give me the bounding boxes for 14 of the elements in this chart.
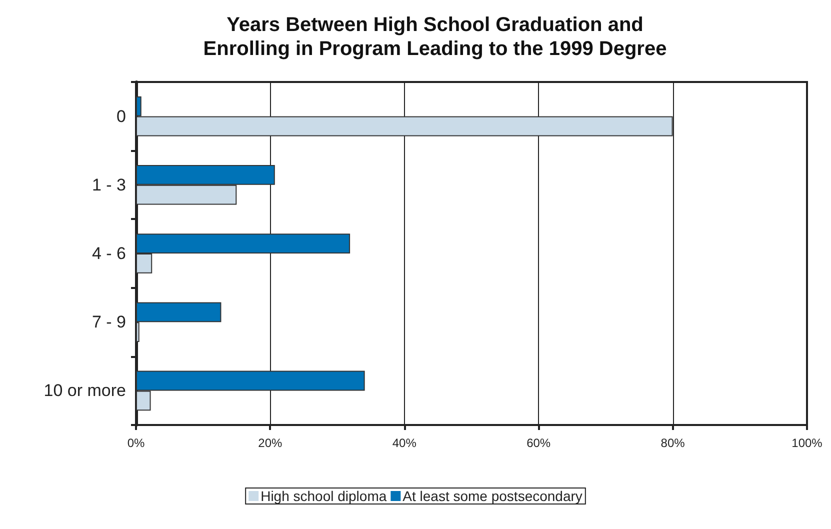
y-tick-label: 10 or more <box>44 381 126 400</box>
legend-label: High school diploma <box>260 488 387 504</box>
y-tick-label: 0 <box>116 106 126 126</box>
chart-title: Years Between High School Graduation and Enrolling in Program Leading to the 1999 Degree <box>203 14 667 60</box>
x-tick-label: 80% <box>660 436 686 450</box>
x-tick-label: 60% <box>526 436 551 450</box>
y-tick-label: 4 - 6 <box>92 244 126 263</box>
x-tick-label: 40% <box>392 436 417 450</box>
y-tick-label: 7 - 9 <box>92 312 126 332</box>
legend-label: At least some postsecondary <box>402 488 582 504</box>
y-tick-label: 1 - 3 <box>92 175 126 194</box>
x-tick-label: 20% <box>258 436 283 450</box>
x-tick-label: 100% <box>792 436 823 450</box>
x-tick-label: 0% <box>127 436 145 450</box>
